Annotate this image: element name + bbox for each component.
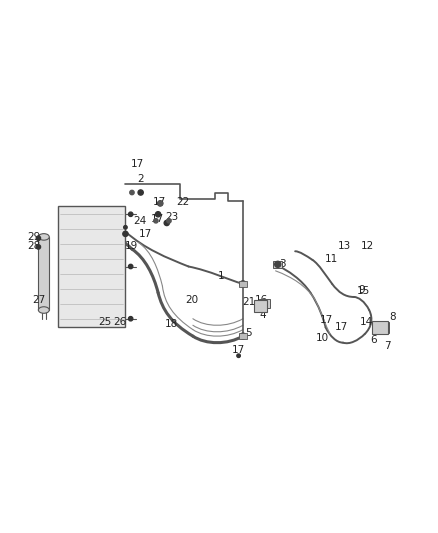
Circle shape — [130, 190, 134, 195]
Text: 17: 17 — [138, 229, 152, 239]
Text: 18: 18 — [165, 319, 178, 329]
Text: 7: 7 — [385, 341, 391, 351]
Text: 12: 12 — [361, 240, 374, 251]
Text: 17: 17 — [232, 345, 245, 355]
Circle shape — [138, 190, 143, 195]
Text: 15: 15 — [357, 286, 370, 296]
Bar — [239, 333, 247, 339]
Circle shape — [128, 317, 133, 321]
Circle shape — [124, 225, 127, 229]
Circle shape — [240, 333, 246, 339]
Bar — [239, 281, 247, 287]
Circle shape — [36, 245, 41, 249]
Text: 29: 29 — [28, 232, 41, 242]
Ellipse shape — [39, 307, 49, 313]
Text: 19: 19 — [124, 240, 138, 251]
Text: 10: 10 — [316, 333, 329, 343]
Text: 20: 20 — [185, 295, 198, 305]
Text: 26: 26 — [113, 317, 127, 327]
Circle shape — [154, 219, 158, 223]
Text: 4: 4 — [259, 310, 266, 320]
Text: 5: 5 — [245, 328, 252, 337]
Circle shape — [240, 334, 246, 339]
Circle shape — [164, 220, 170, 225]
Circle shape — [158, 201, 163, 206]
Circle shape — [155, 212, 161, 217]
Bar — [39, 237, 49, 310]
Bar — [259, 299, 270, 308]
Text: 2: 2 — [138, 174, 144, 184]
Text: 8: 8 — [389, 312, 396, 321]
Bar — [372, 321, 388, 334]
Circle shape — [123, 231, 128, 237]
Circle shape — [36, 236, 41, 240]
Bar — [376, 322, 389, 333]
Bar — [58, 206, 125, 327]
Text: 25: 25 — [99, 317, 112, 327]
Circle shape — [259, 305, 265, 311]
Text: 11: 11 — [325, 254, 338, 264]
Text: 17: 17 — [131, 159, 144, 169]
Text: 1: 1 — [218, 271, 225, 281]
Ellipse shape — [39, 233, 49, 240]
Text: 21: 21 — [242, 297, 255, 307]
Text: 6: 6 — [370, 335, 377, 345]
Text: 17: 17 — [320, 314, 334, 325]
Circle shape — [240, 281, 246, 287]
Text: 27: 27 — [32, 295, 45, 305]
Circle shape — [237, 354, 240, 358]
Circle shape — [158, 201, 162, 206]
Text: 9: 9 — [358, 286, 365, 295]
Bar — [254, 300, 267, 312]
Circle shape — [128, 212, 133, 216]
Text: 14: 14 — [360, 317, 373, 327]
Text: 16: 16 — [255, 295, 268, 305]
Text: 13: 13 — [338, 240, 351, 251]
Text: 17: 17 — [152, 197, 166, 207]
Text: 3: 3 — [279, 260, 286, 269]
Circle shape — [275, 261, 281, 268]
Text: 22: 22 — [177, 197, 190, 207]
Text: 23: 23 — [166, 212, 179, 222]
Circle shape — [240, 281, 246, 287]
Circle shape — [128, 264, 133, 269]
Circle shape — [167, 219, 171, 223]
Text: 24: 24 — [133, 216, 146, 226]
Text: 17: 17 — [151, 214, 164, 224]
Text: 17: 17 — [335, 321, 348, 332]
Bar — [273, 261, 282, 268]
Text: 28: 28 — [28, 240, 41, 251]
